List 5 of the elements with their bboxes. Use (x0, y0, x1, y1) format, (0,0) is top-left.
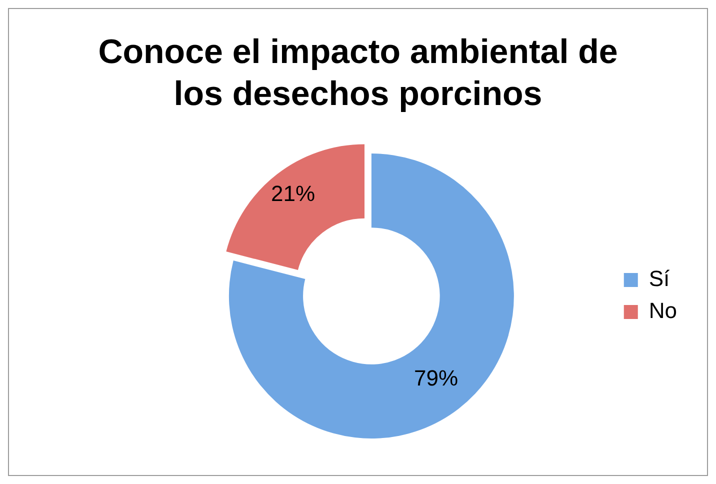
legend-label: No (648, 298, 677, 324)
data-label: 79% (414, 365, 458, 390)
data-label: 21% (270, 180, 316, 206)
legend-label: Sí (648, 266, 670, 292)
chart-title: Conoce el impacto ambiental de los desechos porcinos (97, 32, 619, 115)
